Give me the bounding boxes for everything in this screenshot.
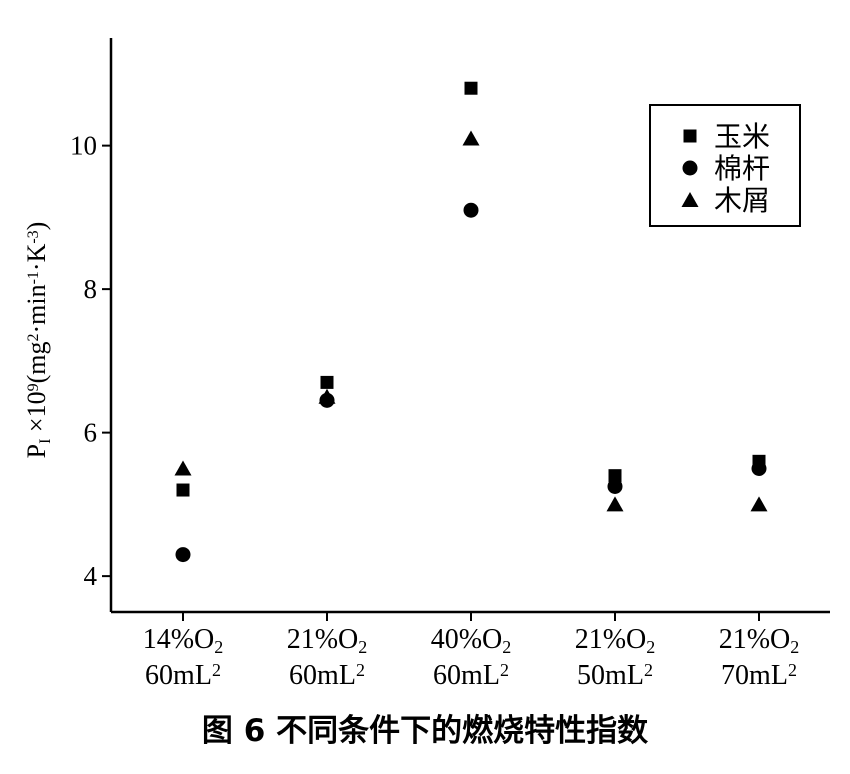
x-tick-label-line2: 70mL2 — [721, 660, 797, 691]
x-ticks: 14%O260mL221%O260mL240%O260mL221%O250mL2… — [143, 612, 800, 691]
y-axis-label: PI ×109(mg2·min-1·K-3) — [22, 222, 54, 459]
legend-box — [649, 104, 801, 227]
data-point-square — [320, 375, 334, 389]
x-tick-label-line1: 21%O2 — [287, 624, 368, 657]
x-tick-label-line1: 21%O2 — [719, 624, 800, 657]
x-tick-label-line1: 40%O2 — [431, 624, 512, 657]
legend-label: 玉米 — [714, 120, 770, 153]
legend-label: 木屑 — [714, 184, 770, 217]
data-marks — [174, 81, 768, 563]
data-point-square — [464, 81, 478, 95]
y-ticks: 4 6 8 10 — [70, 131, 111, 591]
x-tick-label-line2: 60mL2 — [433, 660, 509, 691]
data-point-circle — [463, 202, 479, 218]
y-tick-label: 8 — [84, 274, 98, 304]
x-tick-label-line2: 60mL2 — [145, 660, 221, 691]
data-point-circle — [607, 478, 623, 494]
data-point-triangle — [606, 496, 624, 512]
legend-marker-square — [683, 129, 697, 143]
y-tick-label: 10 — [70, 131, 97, 161]
x-tick-label-line2: 60mL2 — [289, 660, 365, 691]
figure-caption: 图 6 不同条件下的燃烧特性指数 — [202, 713, 648, 749]
data-point-triangle — [174, 460, 192, 476]
legend-marker-circle — [682, 160, 698, 176]
y-tick-label: 6 — [84, 418, 98, 448]
data-point-triangle — [318, 388, 336, 404]
legend-marker-triangle — [681, 192, 699, 207]
x-tick-label-line2: 50mL2 — [577, 660, 653, 691]
data-point-circle — [751, 461, 767, 476]
data-point-square — [176, 483, 190, 497]
data-point-square — [608, 469, 622, 483]
data-point-circle — [175, 547, 191, 563]
data-point-triangle — [750, 496, 768, 512]
x-tick-label-line1: 14%O2 — [143, 624, 224, 657]
data-point-triangle — [462, 130, 480, 146]
legend-label: 棉杆 — [714, 152, 770, 185]
y-tick-label: 4 — [84, 561, 98, 591]
x-tick-label-line1: 21%O2 — [575, 624, 656, 657]
